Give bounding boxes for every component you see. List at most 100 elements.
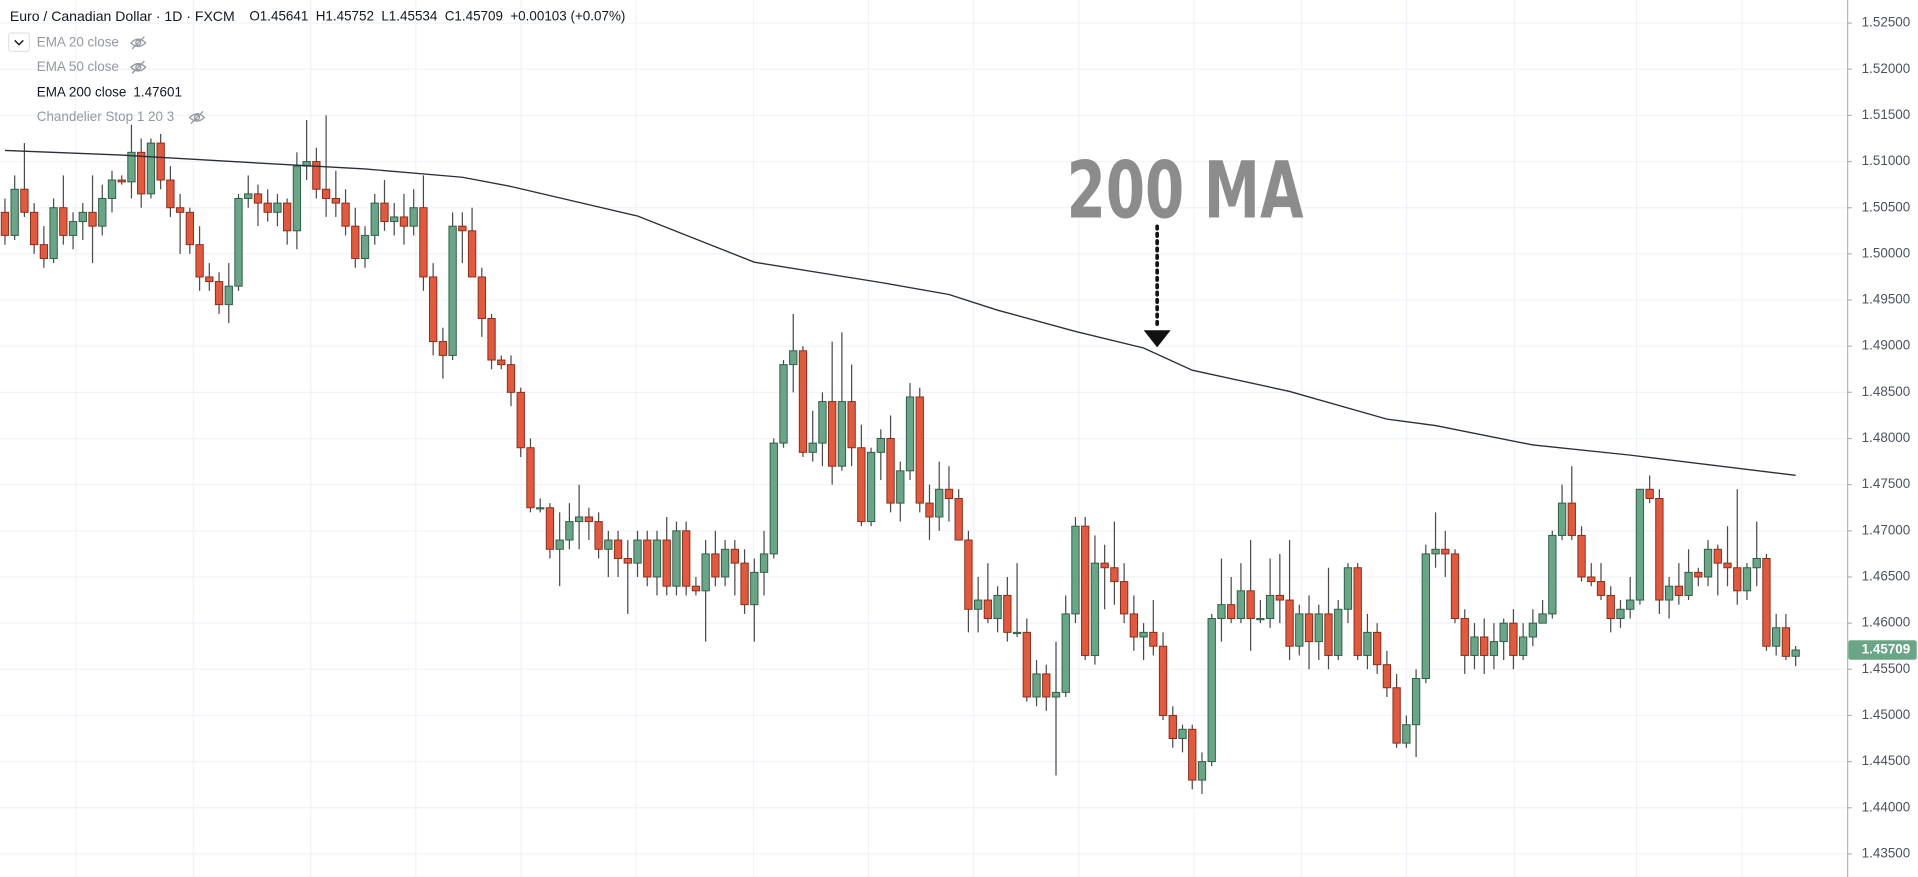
candle-body — [1499, 622, 1508, 643]
candle-body — [88, 211, 97, 227]
candle-body — [964, 539, 973, 610]
candle-body — [545, 507, 555, 550]
candle-body — [428, 276, 438, 343]
candle-body — [779, 364, 788, 444]
candle-body — [1168, 714, 1177, 740]
candle-body — [1353, 567, 1362, 656]
ohlc-value: H1.45752 — [316, 9, 374, 24]
candle-body — [1626, 599, 1635, 610]
candle-body — [643, 539, 652, 578]
candle-body — [214, 281, 224, 306]
candle-body — [1032, 673, 1041, 698]
candle-body — [1548, 534, 1557, 615]
candle-body — [1090, 562, 1100, 656]
candle-body — [1343, 567, 1353, 610]
candle-body — [623, 558, 632, 564]
candle-body — [1119, 581, 1129, 615]
eye-off-icon[interactable] — [188, 110, 206, 125]
candle-body — [516, 391, 525, 449]
candle-body — [205, 276, 214, 283]
candle-body — [1441, 548, 1450, 555]
candle-body — [497, 359, 506, 366]
candle-body — [1762, 558, 1771, 647]
candle-body — [1149, 631, 1158, 647]
candle-body — [1557, 502, 1567, 536]
candle-body — [477, 276, 486, 319]
candle-body — [1518, 636, 1528, 656]
candle-body — [1158, 645, 1168, 716]
candle-body — [565, 521, 574, 541]
candle-body — [1480, 636, 1489, 656]
candle-body — [399, 216, 409, 227]
collapse-button[interactable] — [7, 32, 31, 52]
candle-body — [1616, 608, 1625, 620]
eye-off-icon[interactable] — [129, 60, 147, 74]
candle-body — [380, 202, 389, 223]
candle-body — [1645, 488, 1654, 499]
candle-body — [730, 548, 740, 564]
candle-body — [185, 211, 195, 246]
last-price-box — [1848, 640, 1917, 660]
y-tick-label: 1.52500 — [1862, 15, 1911, 30]
candle-body — [1304, 613, 1314, 643]
candle-body — [954, 498, 963, 541]
ohlc-value: C1.45709 — [445, 9, 503, 24]
candle-body — [1713, 548, 1722, 564]
candle-body — [1012, 631, 1022, 635]
candle-body — [146, 142, 156, 195]
candle-body — [224, 285, 233, 306]
candle-body — [1003, 594, 1012, 633]
candle-body — [467, 230, 477, 278]
candle-body — [1703, 548, 1713, 578]
candle-body — [292, 165, 302, 232]
candle-body — [127, 151, 136, 183]
eye-off-icon[interactable] — [129, 36, 147, 50]
candle-body — [1528, 622, 1538, 638]
candle-body — [1781, 627, 1791, 657]
price-axis: 1.52500 1.52000 1.51500 1.51000 1.50500 1.500… — [1847, 15, 1917, 860]
candle-body — [244, 193, 253, 199]
candle-body — [175, 207, 185, 213]
candle-body — [1139, 631, 1148, 638]
candle-body — [1635, 488, 1645, 601]
y-tick-label: 1.48500 — [1862, 384, 1911, 399]
candle-body — [789, 350, 798, 366]
candle-body — [1295, 613, 1304, 647]
candle-body — [59, 207, 68, 236]
candle-body — [0, 211, 10, 236]
candle-body — [370, 202, 379, 236]
candle-body — [1567, 502, 1576, 536]
symbol: Euro / Canadian Dollar · 1D · FXCM — [10, 8, 235, 24]
candle-body — [1275, 594, 1284, 601]
candle-body — [419, 207, 428, 278]
candle-body — [1197, 761, 1207, 781]
candle-body — [312, 161, 321, 190]
candle-body — [973, 599, 983, 610]
candle-body — [1694, 571, 1703, 578]
y-tick-label: 1.49000 — [1862, 338, 1911, 353]
candle-body — [390, 216, 399, 223]
candle-body — [1587, 576, 1596, 583]
candle-body — [905, 396, 915, 472]
hidden-icons — [129, 36, 206, 125]
candle-body — [1314, 613, 1323, 643]
candle-body — [78, 211, 87, 223]
candle-body — [68, 221, 78, 236]
candle-body — [1188, 728, 1197, 781]
candle-body — [1655, 498, 1664, 601]
indicator-label: EMA 50 close — [37, 59, 119, 74]
candle-body — [1363, 631, 1372, 656]
candle-body — [652, 539, 662, 578]
candle-body — [944, 488, 954, 499]
candle-body — [1129, 613, 1139, 638]
candle-body — [458, 225, 467, 232]
y-tick-label: 1.45500 — [1862, 661, 1911, 676]
candle-body — [1577, 534, 1586, 578]
candle-body — [1246, 590, 1255, 620]
y-tick-label: 1.50500 — [1862, 199, 1911, 214]
y-tick-label: 1.51000 — [1862, 153, 1911, 168]
candle-body — [701, 553, 710, 592]
candle-body — [1100, 562, 1109, 569]
candle-body — [283, 202, 292, 232]
